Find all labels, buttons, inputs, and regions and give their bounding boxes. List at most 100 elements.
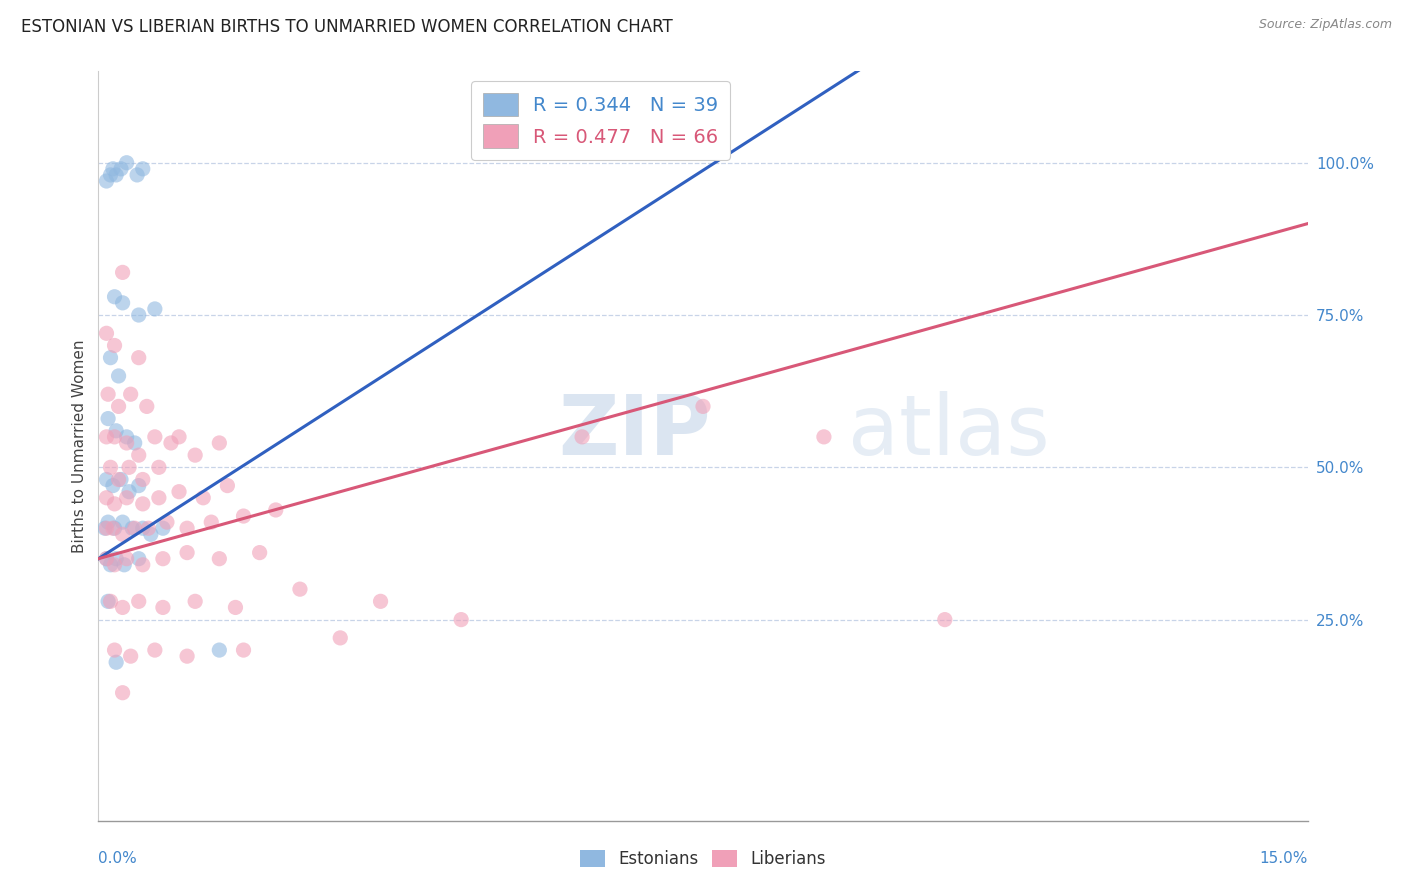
- Point: [115, 155, 138, 169]
- Point: [96, 473, 118, 487]
- Point: [156, 515, 179, 529]
- Point: [96, 174, 118, 188]
- Point: [105, 655, 128, 669]
- Point: [94, 521, 117, 535]
- Point: [128, 478, 150, 492]
- Point: [101, 521, 124, 535]
- Point: [128, 351, 150, 365]
- Point: [103, 643, 125, 657]
- Point: [100, 460, 122, 475]
- Point: [103, 521, 125, 535]
- Point: [96, 491, 118, 505]
- Point: [111, 265, 134, 279]
- Point: [571, 430, 593, 444]
- Point: [118, 460, 141, 475]
- Point: [115, 551, 138, 566]
- Point: [232, 509, 254, 524]
- Point: [124, 436, 146, 450]
- Point: [143, 430, 166, 444]
- Point: [105, 424, 128, 438]
- Text: Source: ZipAtlas.com: Source: ZipAtlas.com: [1258, 18, 1392, 31]
- Point: [96, 326, 118, 341]
- Point: [132, 497, 155, 511]
- Point: [103, 338, 125, 352]
- Point: [167, 430, 190, 444]
- Point: [107, 368, 129, 383]
- Point: [103, 558, 125, 572]
- Point: [103, 290, 125, 304]
- Point: [200, 515, 222, 529]
- Point: [100, 168, 122, 182]
- Text: 0.0%: 0.0%: [98, 851, 138, 866]
- Point: [103, 497, 125, 511]
- Point: [176, 521, 198, 535]
- Point: [249, 546, 271, 560]
- Y-axis label: Births to Unmarried Women: Births to Unmarried Women: [72, 339, 87, 553]
- Point: [132, 521, 155, 535]
- Point: [105, 551, 128, 566]
- Point: [167, 484, 190, 499]
- Point: [110, 161, 132, 176]
- Point: [127, 168, 149, 182]
- Point: [97, 594, 120, 608]
- Point: [132, 558, 155, 572]
- Point: [111, 296, 134, 310]
- Point: [176, 649, 198, 664]
- Point: [148, 491, 170, 505]
- Point: [184, 594, 207, 608]
- Point: [132, 161, 155, 176]
- Point: [96, 551, 118, 566]
- Point: [100, 558, 122, 572]
- Point: [121, 521, 143, 535]
- Legend: Estonians, Liberians: Estonians, Liberians: [574, 843, 832, 875]
- Point: [100, 351, 122, 365]
- Point: [450, 613, 472, 627]
- Point: [370, 594, 392, 608]
- Point: [135, 400, 157, 414]
- Point: [105, 168, 128, 182]
- Point: [115, 491, 138, 505]
- Point: [143, 301, 166, 316]
- Point: [176, 546, 198, 560]
- Point: [115, 436, 138, 450]
- Point: [813, 430, 835, 444]
- Point: [111, 515, 134, 529]
- Point: [128, 551, 150, 566]
- Point: [224, 600, 246, 615]
- Point: [118, 484, 141, 499]
- Point: [934, 613, 956, 627]
- Point: [232, 643, 254, 657]
- Point: [97, 515, 120, 529]
- Point: [193, 491, 215, 505]
- Point: [138, 521, 160, 535]
- Text: atlas: atlas: [848, 391, 1050, 472]
- Point: [96, 521, 118, 535]
- Point: [152, 600, 174, 615]
- Point: [160, 436, 183, 450]
- Point: [100, 594, 122, 608]
- Point: [112, 558, 135, 572]
- Point: [96, 551, 118, 566]
- Point: [208, 551, 231, 566]
- Text: ZIP: ZIP: [558, 391, 710, 472]
- Point: [139, 527, 162, 541]
- Point: [107, 473, 129, 487]
- Legend: R = 0.344   N = 39, R = 0.477   N = 66: R = 0.344 N = 39, R = 0.477 N = 66: [471, 81, 730, 160]
- Point: [128, 594, 150, 608]
- Point: [120, 387, 142, 401]
- Point: [288, 582, 311, 596]
- Point: [152, 551, 174, 566]
- Point: [110, 473, 132, 487]
- Point: [143, 643, 166, 657]
- Point: [97, 387, 120, 401]
- Point: [132, 473, 155, 487]
- Point: [103, 430, 125, 444]
- Point: [107, 400, 129, 414]
- Point: [111, 686, 134, 700]
- Point: [128, 448, 150, 462]
- Point: [692, 400, 714, 414]
- Point: [217, 478, 239, 492]
- Point: [97, 411, 120, 425]
- Point: [101, 161, 124, 176]
- Point: [111, 527, 134, 541]
